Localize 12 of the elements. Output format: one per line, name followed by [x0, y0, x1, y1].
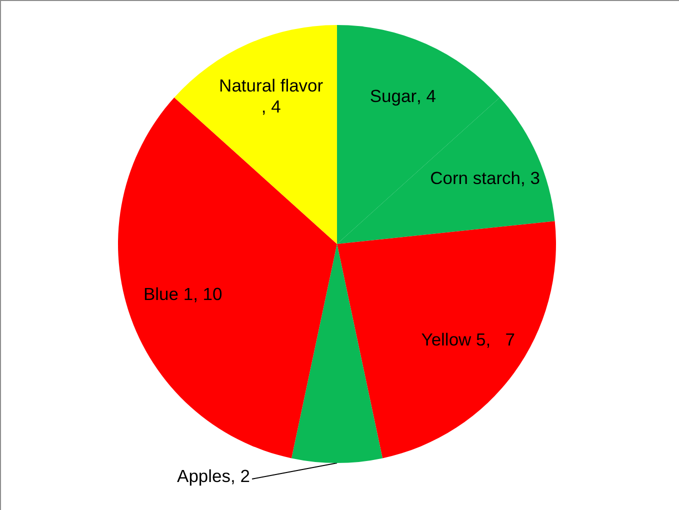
- data-label: , 2: [230, 466, 250, 486]
- data-label: , 10: [193, 284, 223, 304]
- slice-label: Blue 1: [143, 284, 194, 304]
- data-label: , 4: [416, 86, 436, 106]
- slice-label: Yellow 5: [421, 329, 486, 350]
- data-label: , 4: [261, 96, 282, 116]
- slice-label: Corn starch: [430, 168, 521, 188]
- data-label: , 7: [486, 329, 515, 350]
- slice-label: Apples: [177, 466, 231, 486]
- data-label: , 3: [520, 168, 540, 188]
- slice-label: Natural flavor: [219, 75, 324, 96]
- slice-label: Sugar: [370, 86, 417, 106]
